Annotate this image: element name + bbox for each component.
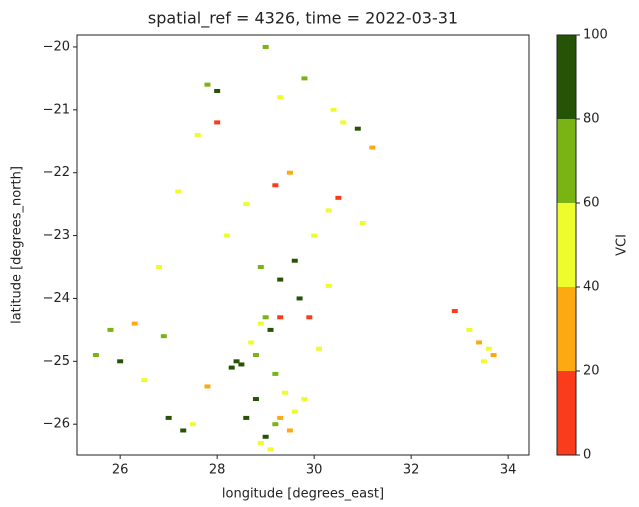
pixel [369,145,376,150]
pixel [277,415,284,420]
pixel [267,447,274,452]
pixel [252,397,259,402]
pixel [301,397,308,402]
pixel [248,340,255,345]
x-tick-label: 26 [112,463,129,478]
y-axis-label: latitude [degrees_north] [10,166,25,324]
colorbar-segment [557,287,576,371]
pixel [286,428,293,433]
pixel [272,183,279,188]
pixel [291,409,298,414]
colorbar-tick-label: 80 [583,112,600,127]
pixel [252,353,259,358]
pixel [335,195,342,200]
pixel [476,340,483,345]
pixel [180,428,187,433]
colorbar-tick-label: 0 [583,448,591,463]
pixel [92,353,99,358]
pixel [272,371,279,376]
pixel [194,132,201,137]
pixel [325,208,332,213]
pixel [223,233,230,238]
pixel [291,258,298,263]
pixel [233,359,240,364]
pixel [316,346,323,351]
pixel [257,441,264,446]
x-tick-label: 30 [306,463,323,478]
colorbar-segment [557,371,576,455]
pixel [330,107,337,112]
x-tick-label: 34 [500,463,517,478]
pixel [117,359,124,364]
colorbar-tick-label: 40 [583,280,600,295]
pixel [485,346,492,351]
pixel [490,353,497,358]
plot-frame [76,34,530,456]
y-tick-label: −22 [43,165,70,180]
colorbar-label: VCI [615,234,630,256]
pixel [262,44,269,49]
y-tick-label: −20 [43,39,70,54]
pixel [277,95,284,100]
pixel [325,283,332,288]
x-tick-label: 28 [209,463,226,478]
x-tick-label: 32 [403,463,420,478]
colorbar-tick-label: 100 [583,28,608,43]
pixel [296,296,303,301]
pixel [189,422,196,427]
colorbar-segment [557,35,576,119]
pixel [340,120,347,125]
y-tick-label: −25 [43,354,70,369]
pixel [214,88,221,93]
pixel [257,321,264,326]
pixel [228,365,235,370]
pixel [141,378,148,383]
y-tick-label: −23 [43,228,70,243]
pixel [306,315,313,320]
pixel [466,327,473,332]
x-axis-label: longitude [degrees_east] [222,487,384,502]
pixel [214,120,221,125]
pixel [238,362,245,367]
colorbar-frame [556,34,577,456]
pixel [311,233,318,238]
pixel [262,434,269,439]
pixel [277,277,284,282]
colorbar-segment [557,203,576,287]
pixel [277,315,284,320]
pixel [286,170,293,175]
pixel [204,384,211,389]
colorbar-tick-label: 20 [583,364,600,379]
pixel [107,327,114,332]
colorbar-segment [557,119,576,203]
y-tick-label: −21 [43,102,70,117]
pixel [301,76,308,81]
pixel [243,202,250,207]
chart-title: spatial_ref = 4326, time = 2022-03-31 [148,9,458,29]
y-tick-label: −26 [43,417,70,432]
pixel [165,415,172,420]
pixel [257,265,264,270]
pixel [354,126,361,131]
pixel [204,82,211,87]
pixel [451,309,458,314]
pixel [243,415,250,420]
pixel [160,334,167,339]
pixel [175,189,182,194]
pixel [359,220,366,225]
pixel [155,265,162,270]
pixel [282,390,289,395]
colorbar-tick-label: 60 [583,196,600,211]
pixel [267,327,274,332]
pixel [272,422,279,427]
pixel [480,359,487,364]
y-tick-label: −24 [43,291,70,306]
pixel [262,315,269,320]
pixel [131,321,138,326]
